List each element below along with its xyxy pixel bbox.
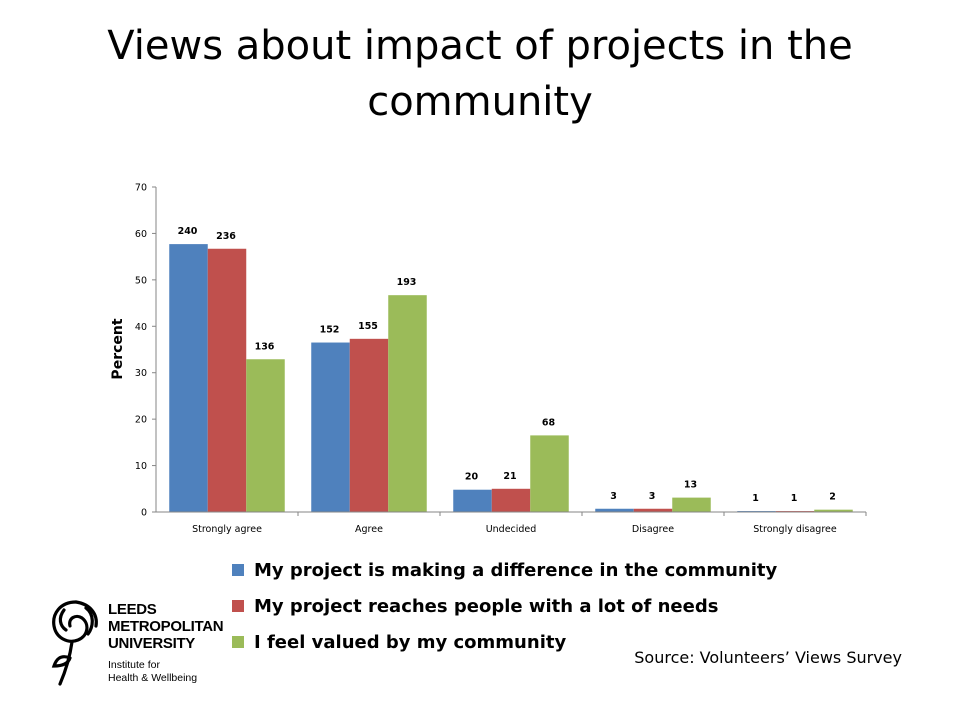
legend-swatch-series-2 [232,600,244,612]
rose-emblem-icon [51,600,98,686]
bar [530,435,569,512]
data-label: 20 [465,472,479,483]
legend-item: My project is making a difference in the… [232,552,777,588]
x-category-label: Disagree [632,524,674,535]
data-label: 136 [255,341,275,352]
legend-swatch-series-1 [232,564,244,576]
data-label: 3 [610,491,617,502]
y-tick-label: 30 [135,368,147,379]
bar [388,295,427,512]
bar-group [169,244,853,512]
y-tick-label: 50 [135,275,147,286]
bar [453,489,492,512]
data-label: 240 [178,226,198,237]
data-label: 152 [320,325,340,336]
data-label: 193 [397,277,417,288]
legend-item: I feel valued by my community [232,624,777,660]
bar [633,508,673,512]
x-axis: Strongly agree Agree Undecided Disagree Stro… [156,511,867,535]
bar [169,244,208,512]
bar [814,509,853,512]
y-tick-label: 60 [135,229,147,240]
data-label: 2 [829,492,836,503]
data-label: 68 [542,417,556,428]
data-label: 13 [684,480,697,491]
y-tick-label: 20 [135,415,147,426]
x-category-label: Strongly agree [192,524,262,535]
bar [246,359,285,512]
chart-legend: My project is making a difference in the… [232,552,777,660]
data-label: 3 [649,491,656,502]
logo-line: Health & Wellbeing [108,672,198,684]
y-tick-label: 70 [135,183,147,194]
data-labels: 240 236 136 152 155 193 20 21 68 3 3 13 1 1 2 [178,226,836,504]
y-axis: 0 10 20 30 40 50 60 70 [135,183,157,519]
bar [311,342,350,512]
source-note: Source: Volunteers’ Views Survey [634,648,902,667]
y-axis-label: Percent [110,318,126,379]
data-label: 21 [503,471,516,482]
bar [672,497,711,512]
bar [349,338,389,512]
data-label: 155 [358,321,378,332]
legend-swatch-series-3 [232,636,244,648]
logo-line: LEEDS [108,601,157,618]
legend-label: My project reaches people with a lot of … [254,595,719,617]
x-category-label: Agree [355,524,383,535]
data-label: 1 [752,493,759,504]
legend-item: My project reaches people with a lot of … [232,588,777,624]
logo-line: METROPOLITAN [108,618,224,635]
logo-line: Institute for [108,659,160,671]
data-label: 236 [216,231,236,242]
x-category-label: Strongly disagree [753,524,837,535]
bar [595,508,634,512]
legend-label: I feel valued by my community [254,631,567,653]
data-label: 1 [791,493,798,504]
y-tick-label: 10 [135,461,147,472]
legend-label: My project is making a difference in the… [254,559,778,581]
y-tick-label: 40 [135,322,147,333]
y-tick-label: 0 [141,508,147,519]
chart-title: Views about impact of projects in the co… [107,23,853,125]
university-logo: LEEDS METROPOLITAN UNIVERSITY Institute … [46,596,246,690]
bar [491,488,531,512]
logo-line: UNIVERSITY [108,635,196,652]
bar [207,248,247,512]
x-category-label: Undecided [486,524,537,535]
